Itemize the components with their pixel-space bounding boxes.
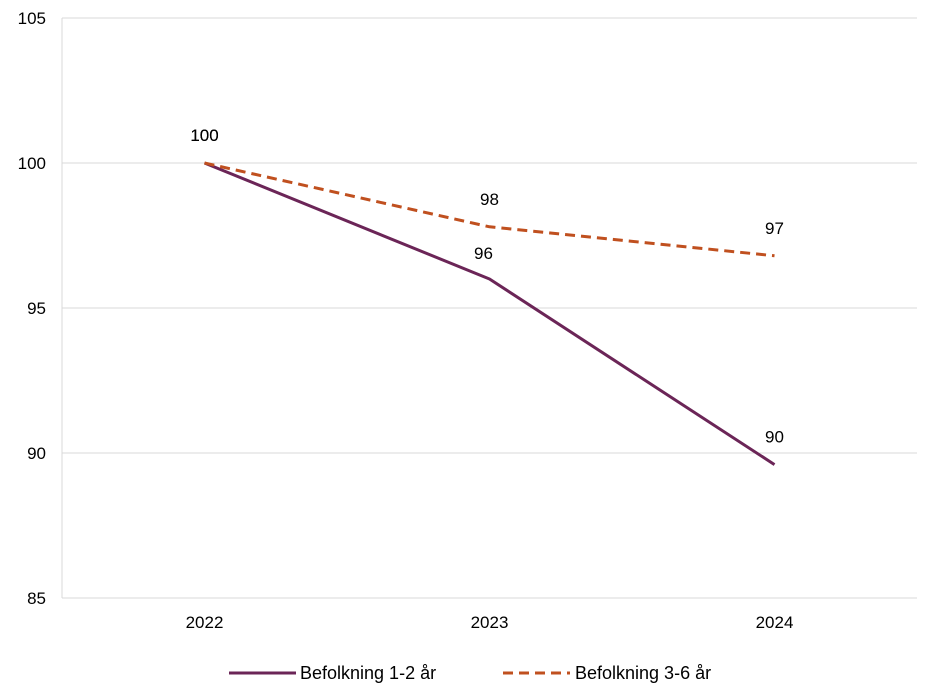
x-tick-label: 2022	[186, 613, 224, 632]
gridlines	[62, 17, 917, 599]
data-label-series-2: 98	[480, 190, 499, 209]
data-label-series-1: 96	[474, 244, 493, 263]
data-label-series-1: 100	[190, 126, 218, 145]
data-label-series-2: 97	[765, 219, 784, 238]
data-label-series-2: 100	[190, 126, 218, 145]
y-tick-label: 85	[27, 589, 46, 608]
series-lines	[203, 161, 776, 466]
y-tick-label: 105	[18, 9, 46, 28]
legend: Befolkning 1-2 år Befolkning 3-6 år	[229, 663, 711, 683]
legend-label-series-1: Befolkning 1-2 år	[300, 663, 436, 683]
series-line-1	[203, 161, 776, 466]
x-tick-label: 2024	[756, 613, 794, 632]
x-tick-label: 2023	[471, 613, 509, 632]
y-tick-label: 90	[27, 444, 46, 463]
legend-label-series-2: Befolkning 3-6 år	[575, 663, 711, 683]
y-tick-label: 100	[18, 154, 46, 173]
data-label-series-1: 90	[765, 428, 784, 447]
y-tick-label: 95	[27, 299, 46, 318]
series-line-2	[204, 161, 775, 258]
axes: 85 90 95 100 105 2022 2023 2024	[18, 9, 794, 632]
